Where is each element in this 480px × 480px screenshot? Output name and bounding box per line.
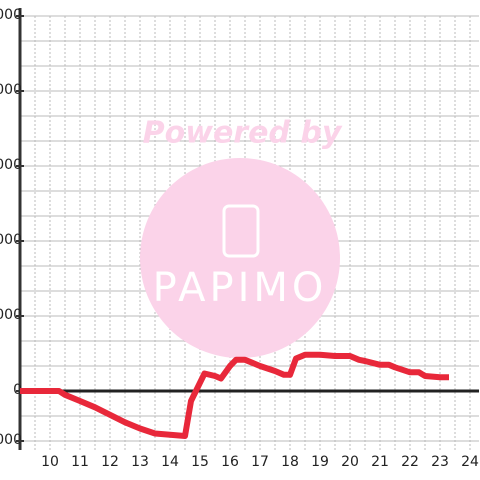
x-tick-label: 12 <box>101 454 119 470</box>
y-tick-label: -20,000 <box>0 432 22 448</box>
y-tick-label: 120,000 <box>0 82 22 98</box>
x-tick-label: 21 <box>371 454 389 470</box>
data-line <box>20 351 449 439</box>
x-tick-label: 13 <box>131 454 149 470</box>
y-tick-label: 90,000 <box>0 157 22 173</box>
watermark-circle <box>140 158 340 358</box>
watermark-icon <box>222 204 260 258</box>
x-tick-label: 24 <box>461 454 479 470</box>
x-tick-label: 11 <box>71 454 89 470</box>
watermark-logo: PAPIMO <box>153 265 328 311</box>
y-tick-label: 60,000 <box>0 232 22 248</box>
x-tick-label: 14 <box>161 454 179 470</box>
y-tick-label: 30,000 <box>0 307 22 323</box>
watermark-text: Powered by <box>143 116 343 151</box>
x-tick-label: 22 <box>401 454 419 470</box>
y-tick-label: 150,000 <box>0 7 22 23</box>
x-tick-label: 15 <box>191 454 209 470</box>
x-tick-label: 16 <box>221 454 239 470</box>
x-tick-label: 17 <box>251 454 269 470</box>
x-tick-label: 10 <box>41 454 59 470</box>
x-tick-label: 19 <box>311 454 329 470</box>
x-tick-label: 20 <box>341 454 359 470</box>
x-tick-label: 18 <box>281 454 299 470</box>
x-tick-label: 23 <box>431 454 449 470</box>
